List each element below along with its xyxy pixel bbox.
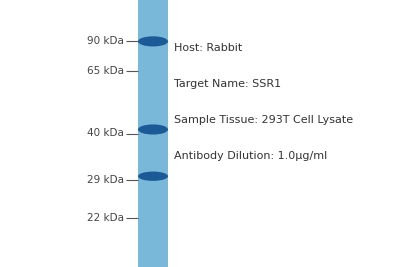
- Bar: [138, 0, 168, 267]
- Text: 29 kDa: 29 kDa: [87, 175, 124, 185]
- Text: 40 kDa: 40 kDa: [87, 128, 124, 139]
- Text: Target Name: SSR1: Target Name: SSR1: [174, 79, 281, 89]
- Text: 90 kDa: 90 kDa: [87, 36, 124, 46]
- Text: 65 kDa: 65 kDa: [87, 66, 124, 76]
- Ellipse shape: [138, 124, 168, 135]
- Ellipse shape: [138, 36, 168, 46]
- Text: Sample Tissue: 293T Cell Lysate: Sample Tissue: 293T Cell Lysate: [174, 115, 353, 125]
- Text: 22 kDa: 22 kDa: [87, 213, 124, 223]
- Ellipse shape: [138, 172, 168, 181]
- Text: Host: Rabbit: Host: Rabbit: [174, 43, 242, 53]
- Text: Antibody Dilution: 1.0μg/ml: Antibody Dilution: 1.0μg/ml: [174, 151, 327, 161]
